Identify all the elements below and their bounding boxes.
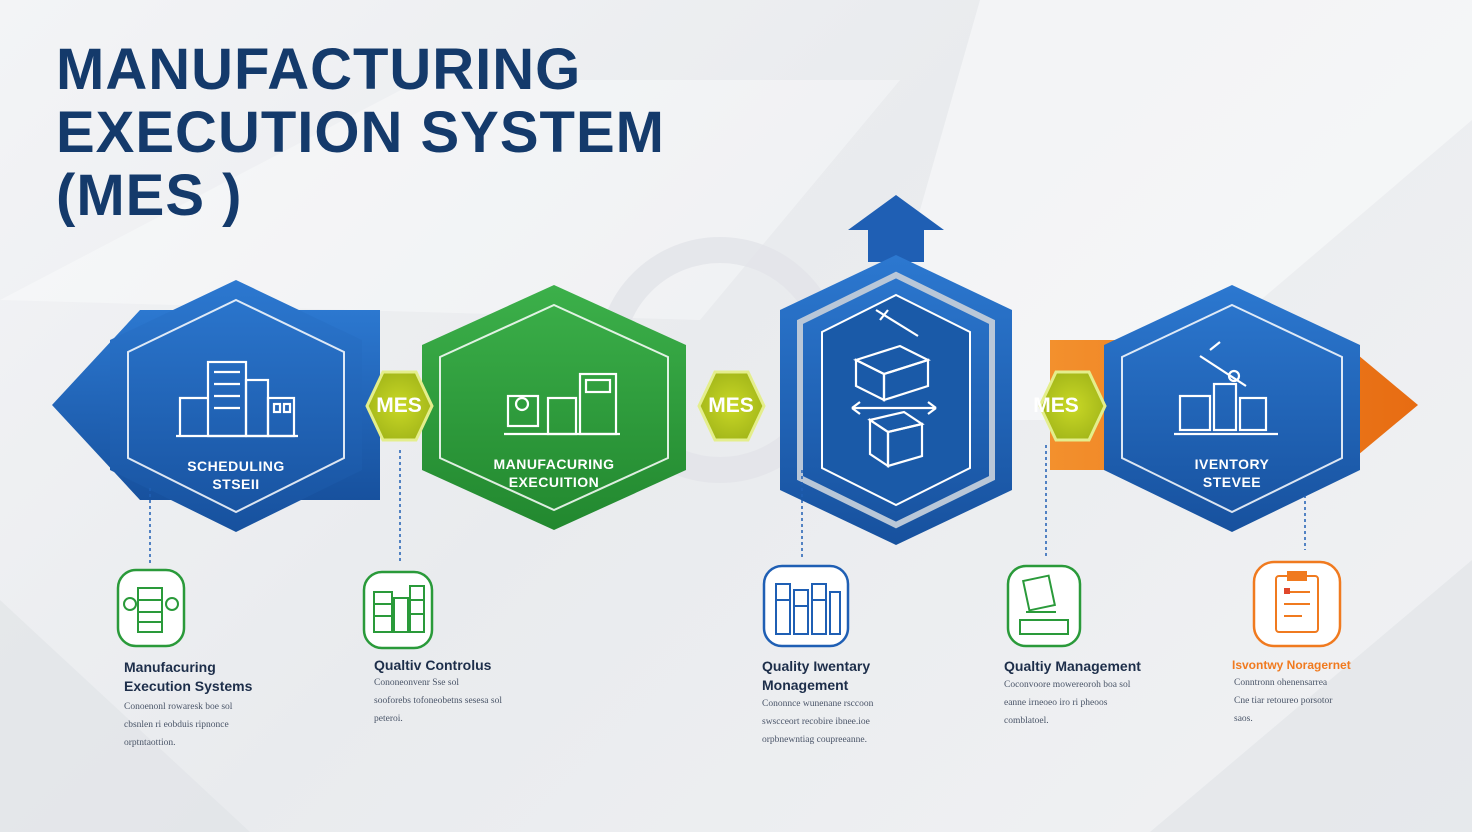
detail-title-line: Qualtiy Management	[1004, 658, 1141, 674]
hexagon-label-inventory: IVENTORY STEVEE	[1147, 455, 1317, 491]
detail-text-line: eanne irneoeo iro ri pheoos	[1004, 698, 1108, 708]
title-line-3: (MES )	[56, 163, 243, 228]
detail-text-4: Coconvoore mowereoroh boa sol eanne irne…	[1004, 676, 1130, 730]
detail-title-4: Qualtiy Management	[1004, 657, 1141, 676]
detail-text-line: Cne tiar retoureo porsotor	[1234, 696, 1333, 706]
detail-text-line: Cononnce wunenane rsccoon	[762, 699, 874, 709]
title-line-2: EXECUTION SYSTEM	[56, 100, 665, 165]
mes-connector-label-3: MES	[1033, 394, 1079, 417]
hexagon-center-inventory[interactable]	[780, 195, 1012, 545]
title-line-1: MANUFACTURING	[56, 37, 582, 102]
detail-title-line: Qualtiv Controlus	[374, 657, 492, 673]
quality-control-panel-icon	[362, 570, 434, 650]
detail-text-line: Conntronn ohenensarrea	[1234, 678, 1328, 688]
detail-text-line: orptntaottion.	[124, 738, 176, 748]
detail-text-1: Conoenonl rowaresk boe sol cbsnlen ri eo…	[124, 698, 232, 752]
detail-text-line: Cononeonvenr Sse sol	[374, 678, 459, 688]
detail-title-line: Monagement	[762, 677, 849, 693]
detail-title-1: Manufacuring Execution Systems	[124, 658, 252, 696]
hexagon-manufacturing-execution[interactable]	[422, 285, 686, 530]
detail-text-line: orpbnewntiag coupreeanne.	[762, 735, 867, 745]
detail-text-line: Coconvoore mowereoroh boa sol	[1004, 680, 1131, 690]
mes-connector-3	[1038, 370, 1107, 442]
detail-text-5: Conntronn ohenensarrea Cne tiar retoureo…	[1234, 674, 1332, 728]
material-tracking-icon	[116, 568, 186, 648]
quality-station-icon	[1006, 564, 1082, 648]
factory-building-icon	[176, 360, 298, 438]
mes-connector-label-1: MES	[376, 394, 422, 417]
detail-title-line: Manufacuring	[124, 659, 216, 675]
hexagon-label-line: STSEII	[212, 476, 260, 492]
detail-text-line: Conoenonl rowaresk boe sol	[124, 702, 233, 712]
hexagon-label-line: SCHEDULING	[187, 458, 285, 474]
mes-connector-label-2: MES	[708, 394, 754, 417]
detail-text-3: Cononnce wunenane rsccoon swscceort reco…	[762, 695, 873, 749]
detail-text-line: cbsnlen ri eobduis ripnonce	[124, 720, 229, 730]
detail-title-line: Execution Systems	[124, 678, 253, 694]
detail-title-2: Qualtiv Controlus	[374, 656, 491, 675]
hexagon-label-line: STEVEE	[1202, 474, 1262, 490]
hexagon-inventory-system[interactable]	[1104, 285, 1360, 532]
inventory-clipboard-icon	[1252, 560, 1342, 648]
hexagon-label-line: MANUFACURING	[493, 456, 615, 472]
detail-text-line: saos.	[1234, 714, 1253, 724]
mes-connector-2	[697, 370, 766, 442]
detail-text-2: Cononeonvenr Sse sol sooforebs tofoneobe…	[374, 674, 502, 728]
hexagon-label-line: IVENTORY	[1194, 456, 1270, 472]
detail-title-line: Quality Iwentary	[762, 658, 871, 674]
detail-title-3: Quality Iwentary Monagement	[762, 657, 870, 695]
inventory-boxes-icon	[851, 309, 937, 469]
inventory-shelves-icon	[762, 564, 850, 648]
page-title: MANUFACTURING EXECUTION SYSTEM (MES )	[56, 38, 665, 227]
detail-text-line: comblatoel.	[1004, 716, 1049, 726]
detail-title-5: Isvontwy Noragernet	[1232, 656, 1351, 675]
hexagon-label-line: EXECUITION	[508, 474, 600, 490]
detail-title-line: Isvontwy Noragernet	[1232, 658, 1351, 672]
production-machines-icon	[504, 372, 620, 436]
mes-connector-1	[365, 370, 434, 442]
detail-text-line: swscceort recobire ibnee.ioe	[762, 717, 870, 727]
detail-text-line: peteroi.	[374, 714, 403, 724]
inventory-crane-icon	[1174, 341, 1278, 436]
hexagon-scheduling[interactable]	[110, 280, 362, 532]
detail-text-line: sooforebs tofoneobetns sesesa sol	[374, 696, 502, 706]
hexagon-label-manufacturing: MANUFACURING EXECUITION	[469, 455, 639, 491]
hexagon-label-scheduling: SCHEDULING STSEII	[151, 457, 321, 493]
